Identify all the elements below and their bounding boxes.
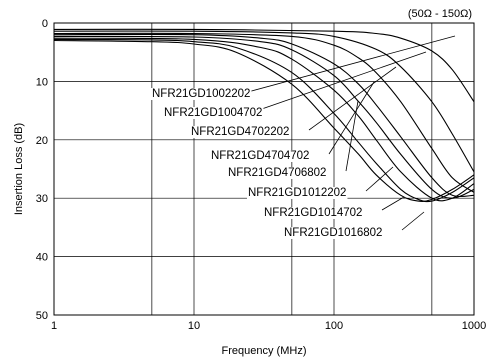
series-curve-NFR21GD4702202: [53, 32, 475, 193]
series-label: NFR21GD4702202: [191, 126, 289, 138]
label-leader-line: [345, 100, 359, 172]
label-leader-line: [308, 66, 397, 131]
series-curve-NFR21GD1004702: [53, 30, 475, 173]
series-label-background: [210, 150, 311, 162]
label-leader-line: [365, 166, 394, 192]
label-leader-line: [381, 196, 405, 211]
x-tick-label: 1: [51, 320, 57, 332]
series-label: NFR21GD4706802: [228, 167, 326, 179]
series-label: NFR21GD4704702: [211, 150, 309, 162]
series-label-background: [283, 227, 384, 239]
series-label: NFR21GD1016802: [284, 227, 382, 239]
y-tick-label: 40: [36, 252, 48, 264]
series-label-background: [247, 187, 348, 199]
label-leader-line: [243, 35, 456, 94]
series-label-background: [263, 207, 364, 219]
tick-labels: 1 10 100 1000 0 10 20 30 40 50: [36, 18, 486, 332]
series-label: NFR21GD1014702: [264, 207, 362, 219]
y-axis-title: Insertion Loss (dB): [13, 123, 25, 215]
y-tick-label: 30: [36, 193, 48, 205]
y-tick-label: 20: [36, 135, 48, 147]
y-tick-label: 50: [36, 310, 48, 322]
y-tick-label: 10: [36, 76, 48, 88]
series-curve-NFR21GD1014702: [53, 38, 475, 203]
series-label: NFR21GD1002202: [152, 88, 250, 100]
y-tick-label: 0: [42, 18, 48, 30]
label-leader-line: [401, 211, 425, 231]
series-label-background: [190, 126, 291, 138]
x-tick-label: 100: [325, 320, 343, 332]
label-leader-line: [328, 81, 375, 155]
series-label-background: [151, 88, 252, 100]
x-axis-title: Frequency (MHz): [222, 345, 307, 357]
label-leader-line: [252, 51, 427, 113]
impedance-note: (50Ω - 150Ω): [408, 8, 472, 20]
series-label: NFR21GD1004702: [164, 107, 262, 119]
series-labels: NFR21GD1002202 NFR21GD1004702 NFR21GD47022…: [151, 35, 456, 239]
series-label-background: [163, 107, 264, 119]
x-tick-label: 1000: [462, 320, 486, 332]
x-tick-label: 10: [188, 320, 200, 332]
series-curve-NFR21GD4704702: [53, 33, 475, 198]
series-curve-NFR21GD1016802: [53, 39, 475, 202]
series-label-background: [227, 167, 328, 179]
series-label: NFR21GD1012202: [248, 187, 346, 199]
series-curve-NFR21GD1002202: [53, 28, 475, 103]
plot-frame: [53, 22, 475, 316]
